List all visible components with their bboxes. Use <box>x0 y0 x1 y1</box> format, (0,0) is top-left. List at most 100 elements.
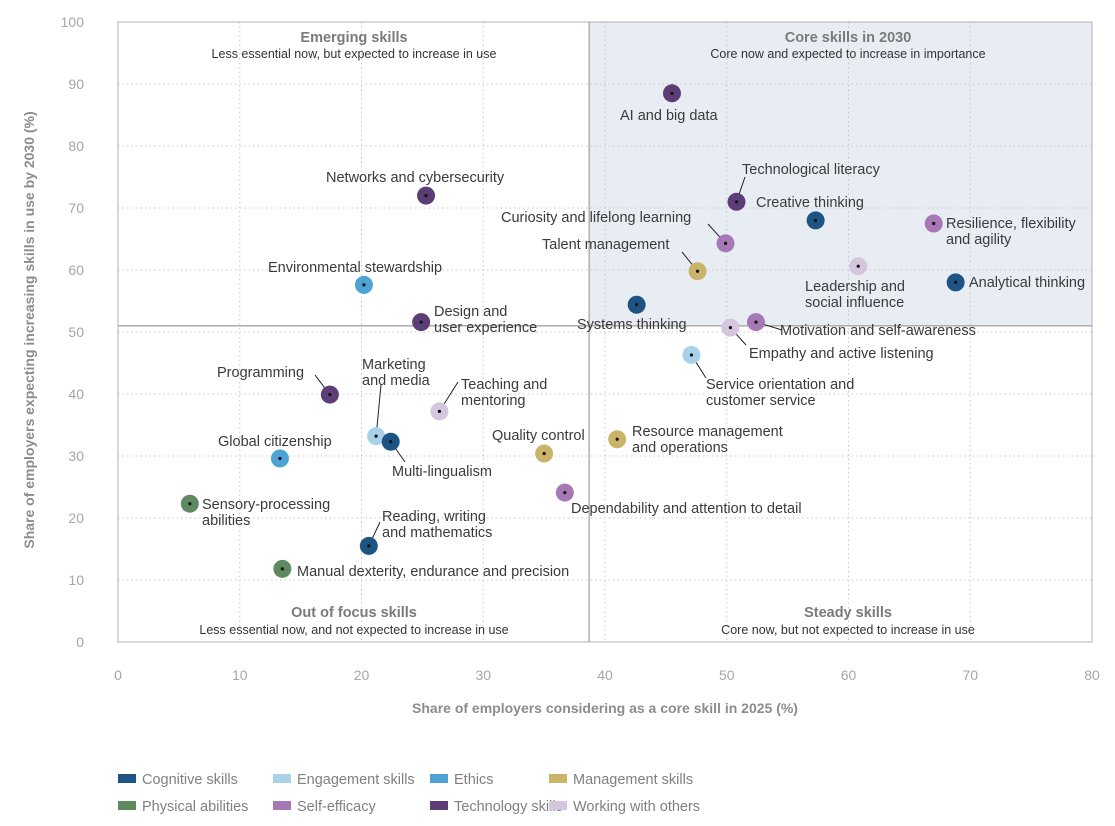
data-points <box>180 84 965 578</box>
legend-label-ethics: Ethics <box>454 772 494 788</box>
point-center-dot <box>814 218 818 222</box>
y-tick-label: 60 <box>68 262 84 278</box>
point-center-dot <box>734 200 739 204</box>
label-reading-writing-and-mathematics: Reading, writing and mathematics <box>382 509 492 541</box>
label-dependability-and-attention-to-detail: Dependability and attention to detail <box>571 501 802 517</box>
label-talent-management: Talent management <box>542 237 669 253</box>
label-environmental-stewardship: Environmental stewardship <box>268 260 442 276</box>
legend-swatch-engagement-skills <box>273 774 291 783</box>
label-resilience-flexibility-and-agility: Resilience, flexibility and agility <box>946 216 1076 248</box>
x-tick-label: 60 <box>841 667 857 683</box>
x-tick-label: 40 <box>597 667 613 683</box>
quadrant-labels: Emerging skills Less essential now, but … <box>199 30 985 637</box>
point-center-dot <box>723 241 728 245</box>
x-axis-title: Share of employers considering as a core… <box>412 700 798 716</box>
x-tick-label: 70 <box>962 667 978 683</box>
point-center-dot <box>954 280 958 284</box>
label-sensory-processing-abilities: Sensory-processing abilities <box>202 497 330 529</box>
core-quadrant-background <box>589 22 1092 326</box>
legend-swatch-working-with-others <box>549 801 567 810</box>
legend-swatch-physical-abilities <box>118 801 136 810</box>
label-ai-and-big-data: AI and big data <box>620 108 718 124</box>
point-center-dot <box>932 221 936 226</box>
point-center-dot <box>419 320 423 324</box>
x-tick-label: 0 <box>114 667 122 683</box>
label-systems-thinking: Systems thinking <box>577 317 687 333</box>
x-tick-label: 50 <box>719 667 735 683</box>
point-center-dot <box>280 567 284 571</box>
legend-label-engagement-skills: Engagement skills <box>297 772 415 788</box>
point-center-dot <box>424 194 428 198</box>
y-tick-label: 70 <box>68 200 84 216</box>
label-resource-management-and-operations: Resource management and operations <box>632 424 783 456</box>
point-center-dot <box>389 440 393 444</box>
quadrant-title-emerging: Emerging skills <box>300 30 407 46</box>
legend-label-physical-abilities: Physical abilities <box>142 799 248 815</box>
y-tick-label: 40 <box>68 386 84 402</box>
y-tick-label: 50 <box>68 324 84 340</box>
legend-swatch-ethics <box>430 774 448 783</box>
y-tick-label: 0 <box>76 634 84 650</box>
x-axis-ticks: 0 10 20 30 40 50 60 70 80 <box>114 667 1100 683</box>
legend-swatch-self-efficacy <box>273 801 291 810</box>
label-multi-lingualism: Multi-lingualism <box>392 464 492 480</box>
plot-frame <box>117 21 1093 643</box>
data-labels: AI and big data Networks and cybersecurit… <box>202 108 1085 580</box>
label-teaching-and-mentoring: Teaching and mentoring <box>461 377 547 409</box>
legend-label-self-efficacy: Self-efficacy <box>297 799 376 815</box>
point-center-dot <box>728 326 733 330</box>
label-creative-thinking: Creative thinking <box>756 195 864 211</box>
legend-swatch-cognitive-skills <box>118 774 136 783</box>
label-global-citizenship: Global citizenship <box>218 434 332 450</box>
quadrant-title-core: Core skills in 2030 <box>785 30 912 46</box>
y-tick-label: 90 <box>68 76 84 92</box>
point-center-dot <box>362 283 366 287</box>
point-center-dot <box>689 353 694 357</box>
label-curiosity-and-lifelong-learning: Curiosity and lifelong learning <box>501 210 691 226</box>
quadrant-subtitle-out-of-focus: Less essential now, and not expected to … <box>199 623 508 637</box>
point-center-dot <box>615 437 619 441</box>
point-center-dot <box>367 544 371 548</box>
legend-label-technology-skills: Technology skills <box>454 799 563 815</box>
y-tick-label: 100 <box>61 14 85 30</box>
y-axis-title: Share of employers expecting increasing … <box>21 111 37 548</box>
legend-label-management-skills: Management skills <box>573 772 693 788</box>
legend-label-cognitive-skills: Cognitive skills <box>142 772 238 788</box>
quadrant-subtitle-core: Core now and expected to increase in imp… <box>710 47 985 61</box>
point-center-dot <box>695 269 700 273</box>
legend-swatch-technology-skills <box>430 801 448 810</box>
label-networks-and-cybersecurity: Networks and cybersecurity <box>326 170 505 186</box>
legend-label-working-with-others: Working with others <box>573 799 700 815</box>
x-tick-label: 20 <box>354 667 370 683</box>
x-tick-label: 10 <box>232 667 248 683</box>
point-center-dot <box>563 490 567 495</box>
x-tick-label: 80 <box>1084 667 1100 683</box>
point-center-dot <box>635 303 639 307</box>
point-center-dot <box>670 91 674 95</box>
point-center-dot <box>188 502 192 506</box>
quadrant-title-out-of-focus: Out of focus skills <box>291 605 417 621</box>
label-marketing-and-media: Marketing and media <box>362 357 431 389</box>
quadrant-title-steady: Steady skills <box>804 605 892 621</box>
label-motivation-and-self-awareness: Motivation and self-awareness <box>780 323 976 339</box>
y-tick-label: 80 <box>68 138 84 154</box>
label-quality-control: Quality control <box>492 428 585 444</box>
label-programming: Programming <box>217 365 304 381</box>
x-tick-label: 30 <box>475 667 491 683</box>
label-empathy-and-active-listening: Empathy and active listening <box>749 346 934 362</box>
point-center-dot <box>754 320 758 324</box>
quadrant-subtitle-steady: Core now, but not expected to increase i… <box>721 623 975 637</box>
point-center-dot <box>542 451 546 456</box>
label-technological-literacy: Technological literacy <box>742 162 881 178</box>
y-axis-ticks: 0 10 20 30 40 50 60 70 80 90 100 <box>61 14 85 650</box>
legend: Cognitive skills Engagement skills Ethics M… <box>118 772 700 815</box>
quadrant-subtitle-emerging: Less essential now, but expected to incr… <box>212 47 497 61</box>
y-tick-label: 10 <box>68 572 84 588</box>
point-center-dot <box>374 434 378 438</box>
point-center-dot <box>278 456 282 461</box>
y-tick-label: 30 <box>68 448 84 464</box>
label-manual-dexterity-endurance-and-precision: Manual dexterity, endurance and precisio… <box>297 564 569 580</box>
y-tick-label: 20 <box>68 510 84 526</box>
label-service-orientation-and-customer-service: Service orientation and customer service <box>706 377 854 409</box>
